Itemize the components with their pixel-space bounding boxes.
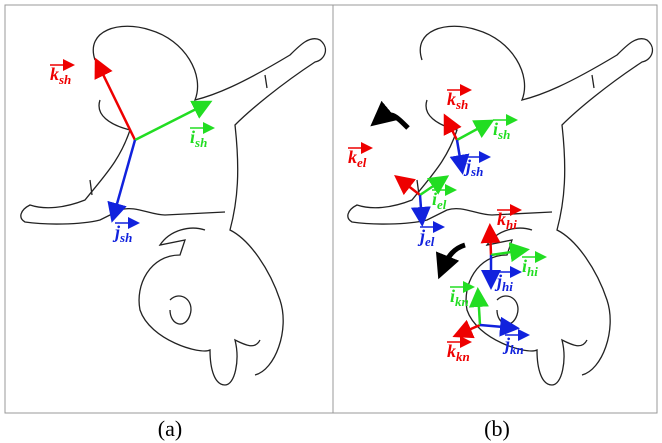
vector-subscript: sh xyxy=(194,135,207,150)
axis-vector xyxy=(457,140,462,170)
vector-subscript: kn xyxy=(455,294,469,309)
infant-outline xyxy=(348,26,653,385)
vector-subscript: sh xyxy=(119,230,132,245)
panel-frame xyxy=(333,5,657,413)
rotation-arrow xyxy=(442,245,465,270)
axis-vector xyxy=(457,122,490,140)
vector-subscript: hi xyxy=(506,217,517,232)
vector-subscript: hi xyxy=(527,264,538,279)
vector-label: khi xyxy=(497,209,517,232)
vector-label: jel xyxy=(417,226,435,249)
axis-vector xyxy=(97,62,135,140)
axis-vector xyxy=(457,325,480,335)
vector-label: ksh xyxy=(447,89,468,112)
axis-vector xyxy=(420,195,422,222)
vector-label: jsh xyxy=(112,222,132,245)
axis-vector xyxy=(113,140,135,218)
vector-subscript: sh xyxy=(470,164,483,179)
axis-vector xyxy=(478,292,480,325)
vector-label: jsh xyxy=(463,156,483,179)
vector-subscript: el xyxy=(437,197,447,212)
panel-caption: (a) xyxy=(158,416,182,441)
vector-letter: k xyxy=(447,89,456,109)
vector-label: jkn xyxy=(502,334,524,357)
axis-vector xyxy=(490,228,491,255)
vector-label: ikn xyxy=(450,286,469,309)
vector-subscript: sh xyxy=(58,72,71,87)
vector-label: iel xyxy=(432,189,447,212)
vector-letter: k xyxy=(348,147,357,167)
vector-subscript: hi xyxy=(502,279,513,294)
vector-label: ksh xyxy=(50,64,71,87)
axis-vector xyxy=(480,325,515,328)
vector-letter: k xyxy=(497,209,506,229)
vector-label: jhi xyxy=(494,271,513,294)
vector-subscript: kn xyxy=(510,342,524,357)
panel-caption: (b) xyxy=(484,416,510,441)
vector-label: ish xyxy=(190,127,207,150)
vector-label: kkn xyxy=(447,341,470,364)
vector-label: kel xyxy=(348,147,367,170)
vector-subscript: sh xyxy=(455,97,468,112)
figure: (a) (b) kshishjshkshishjshkelieljelkhiih… xyxy=(0,0,662,443)
vector-subscript: el xyxy=(425,234,435,249)
vector-subscript: kn xyxy=(456,349,470,364)
vector-letter: k xyxy=(50,64,59,84)
vector-subscript: el xyxy=(357,155,367,170)
rotation-arrow xyxy=(378,115,408,128)
vector-letter: k xyxy=(447,341,456,361)
vector-label: ish xyxy=(493,119,510,142)
vector-subscript: sh xyxy=(497,127,510,142)
vector-label: ihi xyxy=(522,256,538,279)
